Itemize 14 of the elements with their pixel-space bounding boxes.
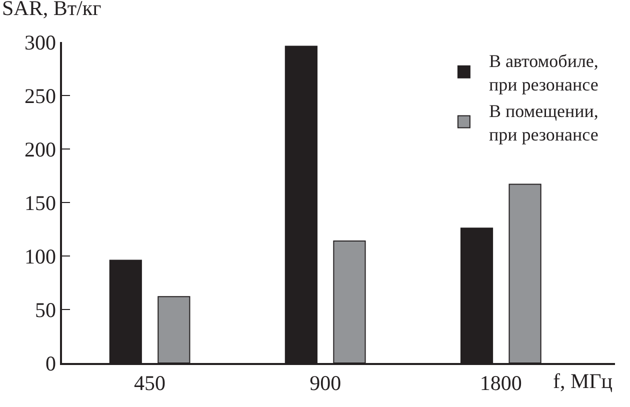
y-tick-label: 100 — [24, 244, 56, 268]
y-tick-label: 50 — [35, 298, 56, 322]
y-tick-label: 150 — [24, 190, 56, 215]
x-tick-label: 450 — [134, 370, 166, 395]
legend-label: В помещении, при резонансе — [488, 101, 598, 144]
legend-label: В автомобиле, при резонансе — [488, 51, 598, 95]
y-axis-title: SAR, Вт/кг — [2, 0, 102, 20]
y-tick-label: 0 — [46, 351, 56, 376]
x-axis-title: f, МГц — [553, 369, 613, 393]
x-tick-label: 1800 — [480, 370, 522, 395]
x-tick-label: 900 — [310, 370, 342, 395]
y-tick-label: 300 — [24, 30, 56, 54]
y-tick-label: 200 — [24, 137, 56, 162]
y-tick-label: 250 — [24, 84, 56, 108]
